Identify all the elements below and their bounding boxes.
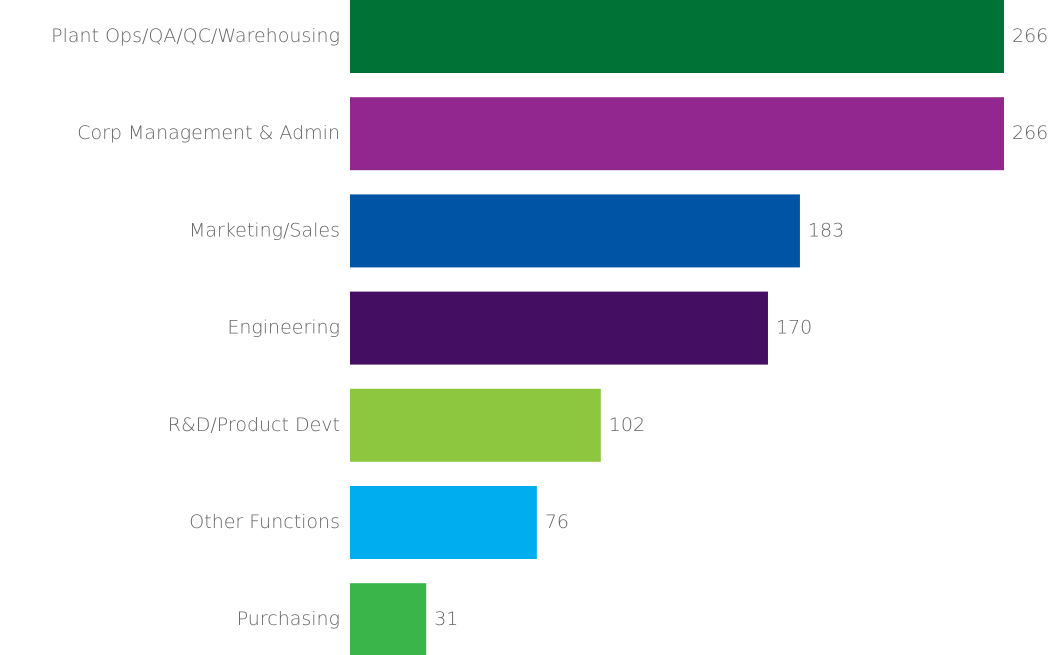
category-label: Purchasing (237, 608, 340, 630)
category-label: Other Functions (189, 511, 340, 533)
value-label: 102 (609, 414, 645, 436)
category-label: Plant Ops/QA/QC/Warehousing (51, 25, 340, 47)
bar (350, 0, 1004, 73)
value-label: 170 (776, 317, 812, 339)
bar (350, 97, 1004, 171)
bar (350, 486, 537, 559)
category-label: Engineering (227, 317, 340, 339)
value-label: 183 (808, 219, 844, 241)
bar (350, 388, 601, 462)
bar (350, 583, 427, 655)
value-label: 266 (1012, 122, 1048, 144)
value-label: 76 (545, 511, 569, 533)
category-label: Marketing/Sales (189, 219, 340, 241)
category-label: Corp Management & Admin (77, 122, 340, 144)
value-label: 266 (1012, 25, 1048, 47)
bar (350, 194, 800, 268)
category-label: R&D/Product Devt (168, 414, 340, 436)
value-label: 31 (434, 608, 458, 630)
bar (350, 291, 768, 365)
